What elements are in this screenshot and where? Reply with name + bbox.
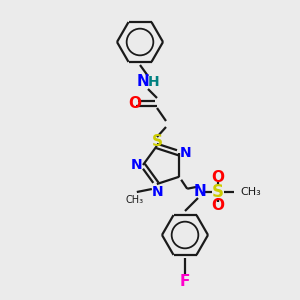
Text: N: N (152, 185, 164, 199)
Text: F: F (180, 274, 190, 290)
Text: O: O (212, 199, 224, 214)
Text: S: S (152, 134, 163, 149)
Text: N: N (194, 184, 206, 200)
Text: N: N (136, 74, 149, 89)
Text: O: O (212, 170, 224, 185)
Text: N: N (180, 146, 192, 160)
Text: H: H (148, 75, 160, 89)
Text: S: S (212, 183, 224, 201)
Text: CH₃: CH₃ (126, 195, 144, 205)
Text: CH₃: CH₃ (240, 187, 261, 197)
Text: N: N (130, 158, 142, 172)
Text: O: O (128, 95, 142, 110)
